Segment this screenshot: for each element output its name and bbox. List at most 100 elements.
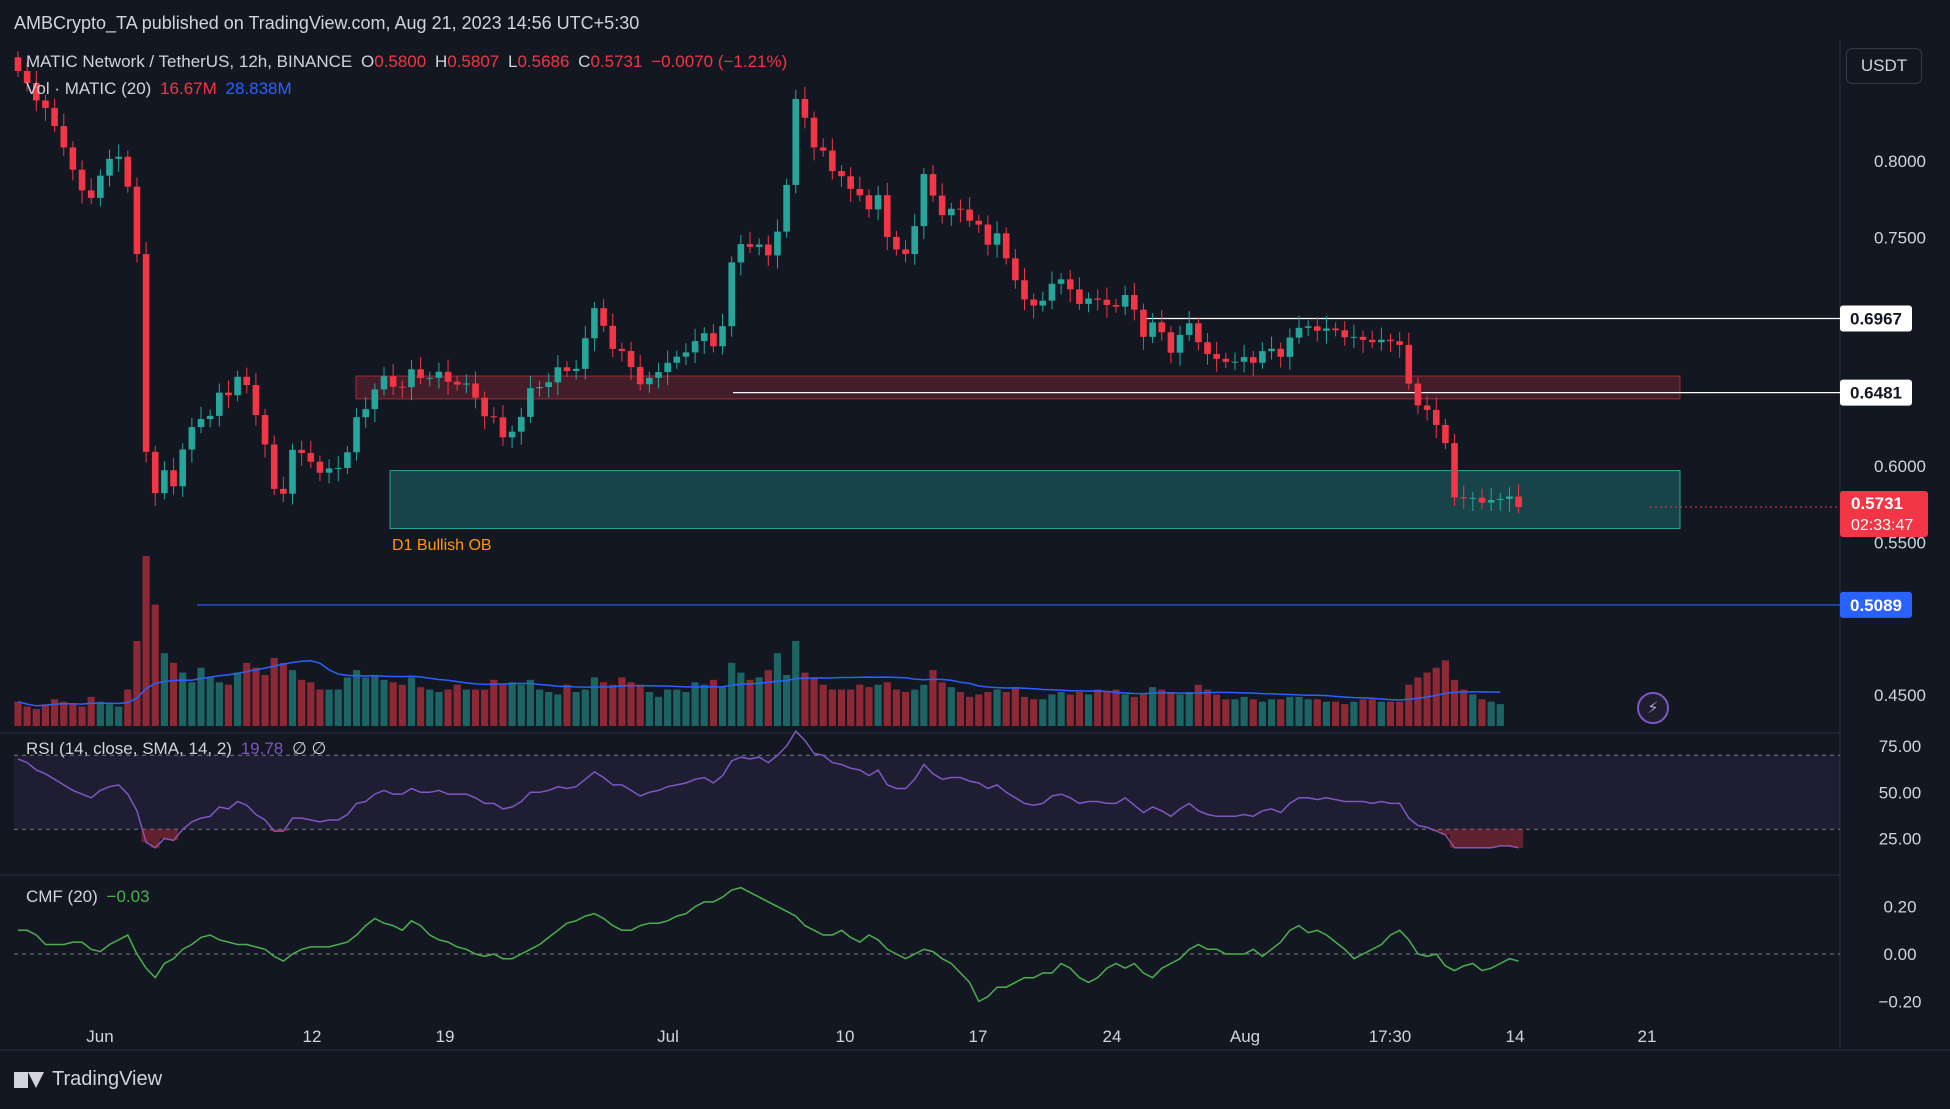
candle-body (517, 416, 525, 432)
volume-bar (1020, 696, 1029, 726)
price-tick-label: 0.8000 (1874, 152, 1926, 171)
candle-body (1149, 322, 1156, 337)
candle-body (1277, 348, 1284, 357)
price-tick-label: 0.5500 (1874, 533, 1926, 552)
candle-body (1103, 299, 1111, 305)
candle-body (810, 117, 818, 148)
volume-bar (471, 689, 480, 726)
candle-body (829, 150, 836, 172)
candle-body (426, 377, 434, 379)
candle-body (966, 209, 973, 221)
cmf-tick-label: 0.00 (1883, 945, 1916, 964)
candle-body (646, 377, 653, 385)
time-tick-label: 10 (836, 1027, 855, 1046)
candle-body (508, 431, 516, 438)
cmf-label: CMF (20) (26, 887, 98, 906)
volume-bar (618, 677, 626, 726)
candle-body (938, 195, 946, 216)
candle-body (911, 226, 918, 255)
candle-body (261, 415, 269, 445)
currency-button[interactable]: USDT (1846, 48, 1922, 84)
volume-bar (508, 682, 516, 726)
volume-bar (728, 662, 736, 726)
volume-bar (1139, 694, 1148, 726)
last-price-value: 0.5731 (1851, 494, 1903, 513)
volume-bar (664, 689, 672, 726)
volume-bar (1203, 689, 1212, 726)
volume-bar (1377, 701, 1385, 726)
candle-body (1396, 341, 1403, 345)
volume-bar (279, 662, 287, 726)
high-label: H (434, 52, 448, 71)
volume-bar (1258, 701, 1266, 726)
volume-bar (828, 689, 836, 726)
candle-body (243, 376, 251, 386)
volume-bar (96, 701, 104, 726)
volume-bar (234, 672, 242, 726)
volume-bar (1450, 679, 1459, 726)
low-value: 0.5686 (517, 52, 570, 71)
volume-bar (261, 675, 269, 726)
candle-body (170, 470, 177, 487)
candle-body (179, 449, 186, 487)
cmf-legend: CMF (20) −0.03 (26, 887, 154, 907)
volume-bar (1405, 684, 1413, 726)
candle-body (1359, 336, 1367, 340)
footer-branding: TradingView (14, 1068, 162, 1091)
candle-body (197, 419, 205, 428)
candle-body (1030, 299, 1037, 306)
volume-bar (764, 670, 772, 726)
price-tick-label: 0.7500 (1874, 228, 1926, 247)
candle-body (472, 383, 479, 398)
volume-bar (1048, 694, 1056, 726)
candle-body (1240, 357, 1248, 362)
candle-body (1432, 409, 1440, 425)
candle-body (1140, 309, 1147, 337)
candle-body (1021, 280, 1028, 300)
candle-body (225, 392, 232, 396)
level-label: 0.6967 (1850, 310, 1902, 329)
volume-bar (984, 692, 992, 726)
candle-body (1167, 332, 1175, 353)
volume-bar (325, 689, 333, 726)
candle-body (371, 389, 379, 410)
volume-bar (1185, 692, 1193, 726)
time-tick-label: 21 (1638, 1027, 1657, 1046)
volume-bar (956, 692, 965, 726)
volume-bar (32, 709, 40, 726)
volume-bar (856, 684, 864, 726)
candle-body (655, 372, 662, 378)
lightning-icon[interactable]: ⚡ (1637, 692, 1669, 724)
volume-bar (1121, 694, 1129, 726)
candle-body (1085, 298, 1092, 304)
volume-bar (609, 684, 617, 726)
volume-bar (627, 682, 635, 726)
rsi-oversold-fill (141, 829, 151, 843)
candle-body (783, 184, 790, 232)
candle-body (87, 190, 95, 198)
volume-bar (1469, 694, 1477, 726)
candle-body (755, 244, 763, 247)
volume-bar (847, 689, 855, 726)
volume-bar (462, 689, 470, 726)
volume-bar (1158, 689, 1166, 726)
candle-body (142, 254, 150, 452)
candle-body (536, 387, 543, 389)
candle-body (1350, 336, 1358, 338)
volume-bar (151, 604, 159, 726)
volume-bar (554, 694, 562, 726)
candle-body (234, 376, 241, 396)
candle-body (1478, 497, 1486, 503)
candle-body (673, 356, 681, 363)
candle-body (563, 367, 571, 371)
candle-body (737, 244, 745, 263)
candle-body (838, 171, 845, 177)
candle-body (1076, 289, 1083, 304)
volume-bar (783, 675, 791, 726)
volume-bar (892, 689, 900, 726)
time-tick-label: 12 (303, 1027, 322, 1046)
candle-body (1304, 326, 1312, 328)
candle-body (408, 369, 415, 388)
